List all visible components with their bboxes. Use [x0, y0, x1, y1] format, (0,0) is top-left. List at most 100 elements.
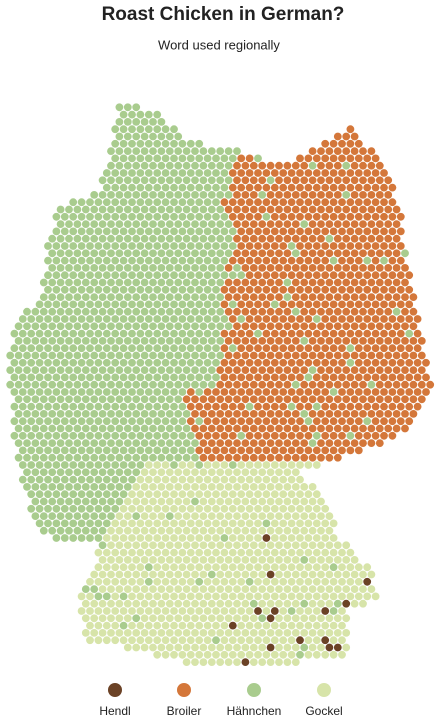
hex-dot: [111, 636, 120, 645]
hex-dot: [174, 249, 183, 258]
hex-dot: [86, 417, 94, 426]
hex-dot: [291, 614, 300, 623]
hex-dot: [157, 468, 166, 477]
hex-dot: [178, 607, 187, 615]
hex-dot: [237, 183, 246, 192]
hex-dot: [140, 191, 149, 199]
hex-dot: [119, 227, 128, 236]
hex-dot: [254, 169, 262, 177]
hex-dot: [245, 490, 254, 499]
hex-dot: [115, 176, 124, 185]
hex-dot: [23, 395, 31, 404]
hex-dot: [228, 490, 237, 499]
hex-dot: [98, 351, 107, 360]
hex-dot: [350, 176, 359, 185]
hex-dot: [48, 512, 57, 520]
hex-dot: [354, 285, 363, 294]
hex-dot: [254, 636, 262, 645]
hex-dot: [346, 285, 355, 294]
hex-dot: [266, 351, 275, 360]
hex-dot: [111, 417, 120, 426]
hex-dot: [123, 570, 132, 579]
hex-dot: [258, 322, 267, 331]
hex-dot: [35, 446, 44, 455]
hex-dot: [296, 300, 304, 309]
hex-dot: [191, 453, 199, 462]
hex-dot: [140, 118, 149, 126]
hex-dot: [195, 636, 204, 645]
hex-dot: [342, 249, 351, 258]
hex-dot: [333, 643, 342, 652]
hex-dot: [207, 395, 216, 404]
hex-dot: [207, 322, 216, 331]
hex-dot: [237, 373, 246, 382]
hex-dot: [149, 293, 157, 301]
hex-dot: [161, 125, 170, 134]
hex-dot: [94, 344, 103, 353]
hex-dot: [65, 497, 73, 506]
hex-dot: [329, 607, 338, 615]
hex-dot: [224, 307, 233, 316]
hex-dot: [417, 380, 426, 389]
hex-dot: [119, 271, 128, 280]
hex-dot: [262, 344, 271, 353]
hex-dot: [258, 483, 267, 491]
hex-dot: [426, 380, 435, 389]
hex-dot: [153, 198, 162, 207]
hex-dot: [157, 307, 166, 316]
hex-dot: [60, 388, 69, 396]
hex-dot: [56, 512, 65, 520]
hex-dot: [312, 607, 321, 615]
hex-dot: [102, 490, 111, 499]
hex-dot: [77, 592, 86, 601]
hex-dot: [191, 658, 199, 666]
hex-dot: [107, 570, 115, 579]
hex-dot: [115, 526, 124, 535]
hex-dot: [23, 468, 31, 477]
hex-dot: [195, 329, 204, 338]
hex-dot: [338, 431, 346, 440]
hex-dot: [132, 293, 141, 301]
hex-dot: [304, 650, 313, 659]
hex-dot: [300, 526, 309, 535]
hex-dot: [216, 380, 225, 389]
hex-dot: [233, 147, 241, 156]
hex-dot: [308, 497, 317, 506]
hex-dot: [405, 315, 414, 323]
hex-dot: [258, 410, 267, 418]
hex-dot: [300, 351, 309, 360]
hex-dot: [170, 534, 178, 542]
hex-dot: [90, 307, 99, 316]
hex-dot: [178, 592, 187, 601]
hex-dot: [392, 307, 401, 316]
hex-dot: [388, 358, 397, 367]
hex-dot: [77, 256, 86, 265]
hex-dot: [300, 541, 309, 550]
hex-dot: [98, 380, 107, 389]
hex-dot: [182, 366, 191, 374]
hex-dot: [136, 475, 145, 484]
hex-dot: [384, 220, 393, 229]
hex-dot: [388, 315, 397, 323]
hex-dot: [207, 380, 216, 389]
hex-dot: [228, 621, 237, 630]
hex-dot: [111, 373, 120, 382]
hex-dot: [81, 395, 90, 404]
hex-dot: [170, 300, 178, 309]
hex-dot: [77, 461, 86, 469]
hex-dot: [304, 607, 313, 615]
hex-dot: [136, 607, 145, 615]
hex-dot: [157, 453, 166, 462]
hex-dot: [388, 256, 397, 265]
hex-dot: [157, 322, 166, 331]
hex-dot: [216, 147, 225, 156]
hex-dot: [233, 643, 241, 652]
hex-dot: [212, 475, 220, 484]
hex-dot: [233, 337, 241, 345]
hex-dot: [157, 147, 166, 156]
hex-dot: [224, 497, 233, 506]
hex-dot: [308, 424, 317, 433]
hex-dot: [115, 132, 124, 141]
hex-dot: [279, 650, 288, 659]
hex-dot: [350, 410, 359, 418]
